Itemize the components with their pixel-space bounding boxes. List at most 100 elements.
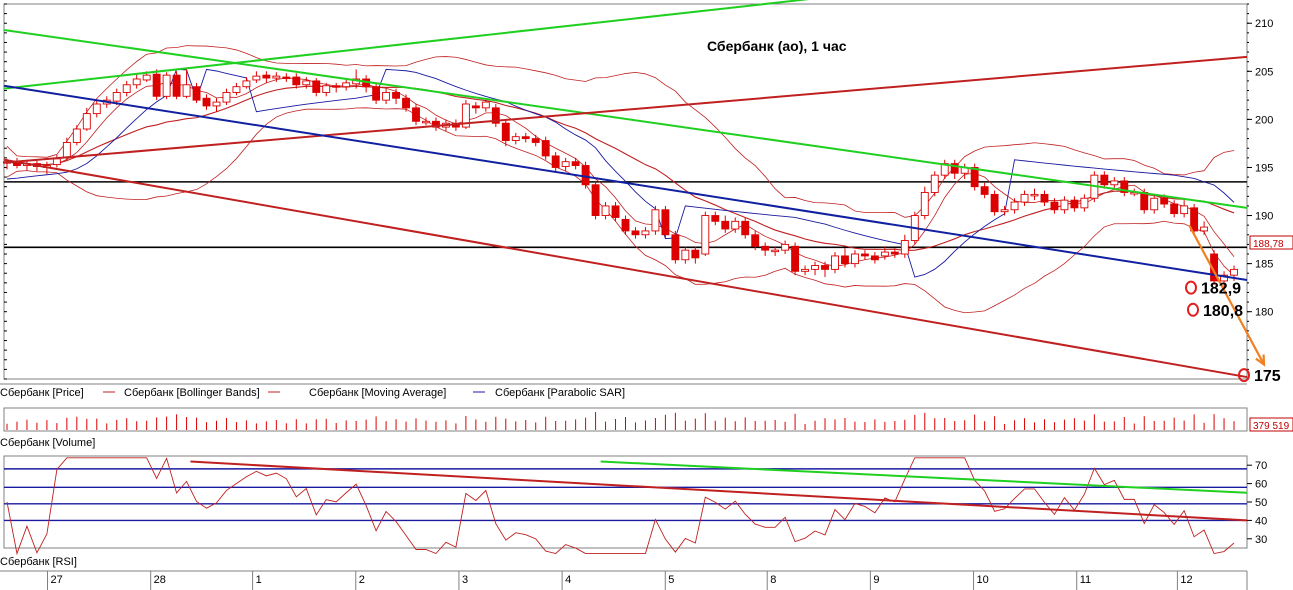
candle-body <box>661 209 670 236</box>
forecast-arrow-shaft <box>1188 224 1265 366</box>
time-tick-label: 10 <box>977 574 989 586</box>
candle-body <box>292 76 301 86</box>
price-tick-label: 205 <box>1255 66 1273 78</box>
candle-body <box>122 84 131 93</box>
candle-body <box>162 74 171 97</box>
candle-body <box>1020 193 1029 203</box>
candle-body <box>182 84 191 97</box>
legend-rsi: Сбербанк [RSI] <box>0 556 77 568</box>
candle-body <box>1010 201 1019 211</box>
candle-body <box>501 122 510 141</box>
moving-average-line <box>6 85 1235 251</box>
candle-body <box>142 74 151 81</box>
candle-body <box>611 205 620 218</box>
time-tick-label: 1 <box>256 574 262 586</box>
rsi-panel[interactable]: 30 40 50 60 70 Сбербанк [RSI] <box>0 455 1267 568</box>
price-tick-label: 200 <box>1255 114 1273 126</box>
price-legend: Сбербанк [Price] Сбербанк [Bollinger Ban… <box>0 383 1247 399</box>
candle-body <box>761 245 770 251</box>
candle-body <box>631 230 640 236</box>
candle-body <box>701 215 710 255</box>
candle-body <box>1100 174 1109 186</box>
candle-body <box>751 234 760 247</box>
candle-body <box>860 253 869 257</box>
bollinger-bands <box>6 45 1235 314</box>
legend-moving-average: Сбербанк [Moving Average] <box>309 387 446 399</box>
legend-parabolic-sar: Сбербанк [Parabolic SAR] <box>495 387 625 399</box>
time-tick-label: 11 <box>1080 574 1091 586</box>
chart-title: Сбербанк (ао), 1 час <box>707 38 847 54</box>
candle-body <box>511 136 520 141</box>
candle-body <box>551 155 560 168</box>
candle-body <box>1150 197 1159 211</box>
candle-body <box>841 255 849 265</box>
candle-body <box>1190 207 1199 232</box>
candle-body <box>242 80 251 88</box>
time-tick-label: 27 <box>51 574 63 586</box>
candle-body <box>641 230 650 236</box>
time-tick-label: 8 <box>770 574 776 586</box>
candle-body <box>521 136 530 140</box>
candle-body <box>691 249 700 259</box>
candle-body <box>222 92 231 103</box>
candle-body <box>112 92 121 102</box>
candle-body <box>1220 274 1228 282</box>
candle-body <box>461 103 470 128</box>
trend-line-green <box>3 28 1248 209</box>
rsi-tick-label: 60 <box>1255 479 1267 491</box>
time-tick-label: 2 <box>359 574 365 586</box>
candle-body <box>1080 197 1089 209</box>
rsi-trend-line-red <box>190 460 1248 522</box>
trend-lines <box>3 0 1248 379</box>
candle-body <box>920 192 929 216</box>
candle-body <box>332 85 341 88</box>
rsi-tick-label: 50 <box>1255 497 1267 509</box>
candle-body <box>1110 180 1119 186</box>
candle-body <box>272 75 281 79</box>
candle-body <box>741 220 750 236</box>
candle-body <box>591 184 600 216</box>
price-tick-label: 185 <box>1255 259 1273 271</box>
time-tick-label: 9 <box>873 574 879 586</box>
time-axis: 27 28 1 2 3 4 5 8 9 10 11 12 <box>0 570 1248 590</box>
price-panel[interactable]: 180 185 190 195 200 205 210 182,9 180,8 175 Сбер… <box>3 0 1293 385</box>
price-tick-label: 180 <box>1255 307 1273 319</box>
trend-line-red <box>3 55 1248 164</box>
candle-body <box>601 205 610 216</box>
candle-body <box>621 218 630 232</box>
target-label: 182,9 <box>1201 281 1241 298</box>
candle-body <box>781 243 790 251</box>
candle-body <box>1000 209 1009 213</box>
candle-body <box>581 165 590 186</box>
legend-price: Сбербанк [Price] <box>0 387 84 399</box>
target-circle <box>1185 280 1197 295</box>
candle-body <box>651 209 660 232</box>
candle-body <box>531 138 540 143</box>
candle-body <box>392 92 400 99</box>
rsi-tick-label: 70 <box>1255 460 1267 472</box>
candle-body <box>541 140 550 157</box>
trend-line-green <box>3 0 809 90</box>
price-y-axis: 180 185 190 195 200 205 210 <box>4 3 1273 380</box>
candle-body <box>302 80 311 86</box>
last-price-box: 188,78 <box>1249 235 1293 250</box>
candle-body <box>1180 205 1189 215</box>
candle-body <box>1120 180 1129 193</box>
target-label: 180,8 <box>1203 303 1243 320</box>
time-tick-label: 4 <box>565 574 571 586</box>
rsi-path <box>6 457 1235 556</box>
parabolic-sar-line <box>6 68 1235 278</box>
candle-body <box>432 120 440 128</box>
volume-panel[interactable]: 379 519 Сбербанк [Volume] <box>0 407 1293 449</box>
candle-body <box>851 253 859 265</box>
legend-volume: Сбербанк [Volume] <box>0 437 95 449</box>
candle-body <box>1140 192 1149 211</box>
candle-body <box>62 142 71 159</box>
candle-body <box>811 265 819 270</box>
rsi-trend-lines <box>190 460 1248 522</box>
candle-body <box>202 97 211 107</box>
last-price-value: 188,78 <box>1253 239 1284 250</box>
price-tick-label: 190 <box>1255 211 1273 223</box>
candle-body <box>372 86 381 101</box>
candle-body <box>1060 199 1069 211</box>
